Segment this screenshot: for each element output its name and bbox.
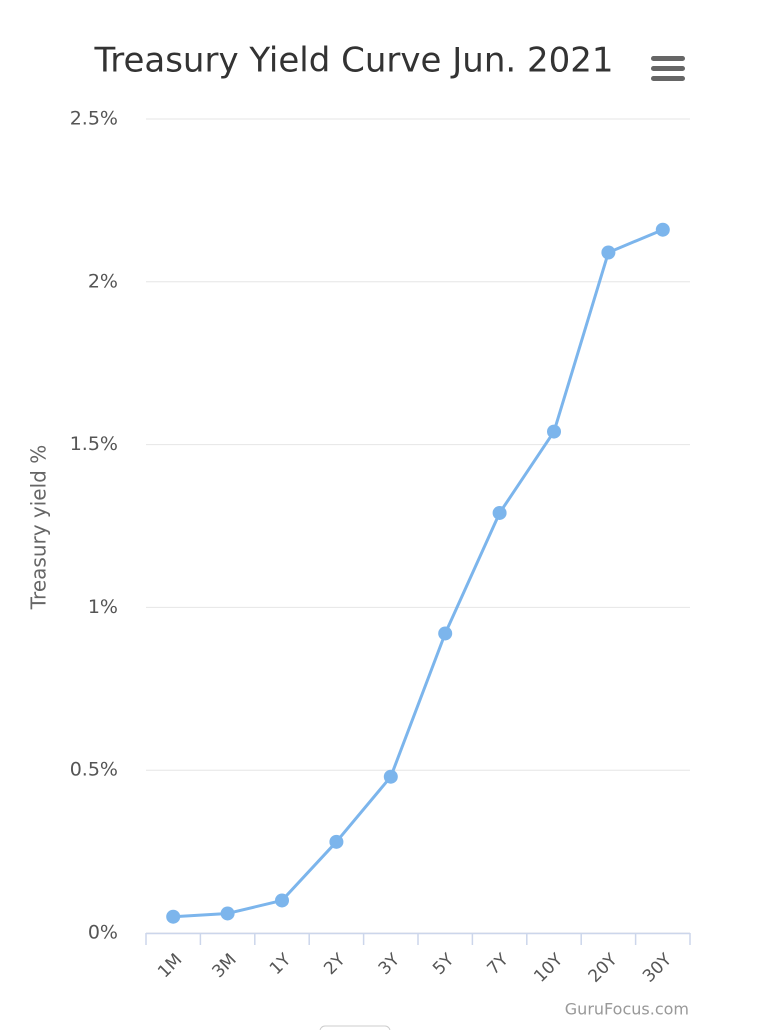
scroll-handle: [319, 1025, 391, 1030]
x-tick-label: 7Y: [484, 949, 514, 979]
x-tick-label: 10Y: [530, 950, 567, 987]
x-tick-label: 3M: [209, 950, 241, 982]
y-tick-label: 2%: [88, 270, 118, 292]
x-tick-label: 1M: [154, 950, 186, 982]
y-tick-label: 1%: [88, 596, 118, 618]
point: [383, 769, 398, 784]
y-tick-label: 0%: [88, 922, 118, 944]
point: [275, 893, 289, 908]
line: [173, 228, 664, 919]
y-tick-label: 1.5%: [70, 433, 118, 455]
y-tick-label: 0.5%: [70, 759, 118, 781]
x-tick-label: 2Y: [320, 949, 350, 979]
point: [601, 245, 616, 260]
point: [329, 834, 344, 849]
point: [438, 626, 453, 641]
point: [492, 505, 507, 520]
x-tick-label: 20Y: [585, 950, 622, 987]
credits: GuruFocus.com: [565, 1000, 689, 1019]
point: [655, 222, 670, 237]
x-tick-label: 3Y: [375, 949, 405, 979]
x-tick-label: 1Y: [266, 949, 296, 979]
y-tick-label: 2.5%: [70, 108, 118, 130]
x-tick-label: 5Y: [429, 949, 459, 979]
menu-button[interactable]: [651, 56, 685, 81]
point: [220, 906, 235, 921]
x-tick-label: 30Y: [639, 950, 676, 987]
chart-title: Treasury Yield Curve Jun. 2021: [93, 41, 613, 81]
y-axis-label: Treasury yield %: [27, 445, 51, 610]
point: [166, 909, 181, 924]
point: [547, 424, 561, 439]
